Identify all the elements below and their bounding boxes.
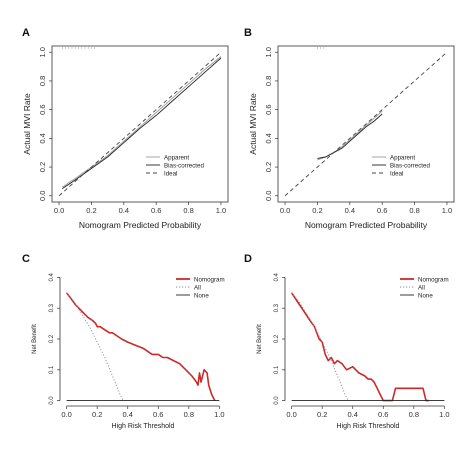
x-tick-label: 0.4 <box>345 206 355 215</box>
legend-entry: Nomogram <box>418 276 449 283</box>
panel-c: C 0.0 0.2 0.4 0.6 0.8 1.0 0.0 0.1 0.2 0.3 0.4 High R… <box>22 253 225 430</box>
x-tick-label: 0.2 <box>86 206 96 215</box>
x-tick-label: 0.6 <box>153 410 163 419</box>
panel-letter: D <box>244 253 252 265</box>
series-line-all <box>291 292 349 401</box>
x-tick-label: 0.4 <box>348 410 358 419</box>
plot-frame <box>277 45 455 203</box>
x-tick-label: 0.2 <box>312 206 322 215</box>
y-axis-title: Net Benefit <box>32 324 38 354</box>
y-axis-title: Actual MVI Rate <box>248 93 258 155</box>
panel-b: B 0.0 0.2 0.4 0.6 0.8 1.0 0.0 0.2 0.4 0.6 0.8 1.0 Nom… <box>244 27 455 230</box>
panel-letter: A <box>22 27 30 39</box>
x-tick-label: 1.0 <box>442 206 452 215</box>
y-axis-title: Actual MVI Rate <box>22 93 32 155</box>
y-tick-label: 0.3 <box>49 303 55 312</box>
x-axis-title: Nomogram Predicted Probability <box>79 220 202 230</box>
x-tick-label: 0.6 <box>377 206 387 215</box>
x-tick-label: 0.2 <box>317 410 327 419</box>
y-tick-label: 0.4 <box>38 133 47 143</box>
x-tick-label: 0.4 <box>119 206 129 215</box>
y-tick-label: 0.4 <box>274 273 280 282</box>
x-tick-label: 0.2 <box>92 410 102 419</box>
x-tick-label: 0.6 <box>151 206 161 215</box>
plot-frame <box>51 45 229 203</box>
series-line-ideal <box>284 51 448 197</box>
y-tick-label: 0.4 <box>264 133 273 143</box>
y-tick-label: 0.1 <box>49 365 55 374</box>
x-tick-label: 0.0 <box>286 410 296 419</box>
x-axis-title: Nomogram Predicted Probability <box>305 220 428 230</box>
y-tick-label: 0.6 <box>38 104 47 114</box>
y-tick-label: 0.6 <box>264 104 273 114</box>
legend-entry: None <box>194 292 209 299</box>
y-tick-label: 0.0 <box>49 396 55 405</box>
y-tick-label: 0.8 <box>38 76 47 86</box>
series-line-apparent <box>62 56 222 188</box>
series-line-ideal <box>58 51 222 197</box>
y-tick-label: 0.0 <box>264 191 273 201</box>
series-line-apparent <box>317 110 383 161</box>
series-line-all <box>66 292 124 401</box>
x-tick-label: 0.0 <box>61 410 71 419</box>
y-tick-label: 0.0 <box>38 191 47 201</box>
series-line-nomogram <box>290 292 430 402</box>
x-tick-label: 0.6 <box>378 410 388 419</box>
x-tick-label: 0.0 <box>280 206 290 215</box>
y-tick-label: 0.2 <box>274 334 280 343</box>
x-tick-label: 0.8 <box>409 206 419 215</box>
y-tick-label: 0.2 <box>38 162 47 172</box>
x-tick-label: 0.0 <box>54 206 64 215</box>
legend-entry: Nomogram <box>194 276 225 283</box>
y-tick-label: 0.3 <box>274 303 280 312</box>
y-tick-label: 0.0 <box>274 396 280 405</box>
x-tick-label: 1.0 <box>439 410 449 419</box>
panel-letter: C <box>22 253 30 265</box>
series-line-nomogram <box>65 292 216 401</box>
y-tick-label: 1.0 <box>38 47 47 57</box>
x-tick-label: 0.8 <box>409 410 419 419</box>
legend-entry: Ideal <box>390 170 403 177</box>
y-tick-label: 0.4 <box>49 273 55 282</box>
legend-entry: None <box>418 292 433 299</box>
y-tick-label: 0.2 <box>264 162 273 172</box>
x-tick-label: 0.8 <box>184 410 194 419</box>
legend-entry: Apparent <box>164 154 189 161</box>
x-axis-title: High Risk Threshold <box>337 423 400 430</box>
y-axis-title: Net Benefit <box>257 324 263 354</box>
x-tick-label: 0.8 <box>183 206 193 215</box>
x-tick-label: 0.4 <box>123 410 133 419</box>
series-line-bias-corrected <box>317 113 383 159</box>
legend-entry: Apparent <box>390 154 415 161</box>
legend-entry: All <box>194 284 201 291</box>
panel-d: D 0.0 0.2 0.4 0.6 0.8 1.0 0.0 0.1 0.2 0.3 0.4 High R… <box>244 253 450 430</box>
y-tick-label: 1.0 <box>264 47 273 57</box>
legend-entry: Bias-corrected <box>390 162 430 169</box>
x-axis-title: High Risk Threshold <box>112 423 175 430</box>
panel-letter: B <box>244 27 252 39</box>
legend-entry: Ideal <box>164 170 177 177</box>
y-tick-label: 0.1 <box>274 365 280 374</box>
panel-a: A 0.0 0.2 0.4 0.6 0.8 1.0 0.0 0.2 0.4 0.6 0.8 1.0 Nom… <box>22 27 229 230</box>
x-tick-label: 1.0 <box>214 410 224 419</box>
y-tick-label: 0.8 <box>264 76 273 86</box>
legend-entry: All <box>418 284 425 291</box>
y-tick-label: 0.2 <box>49 334 55 343</box>
x-tick-label: 1.0 <box>216 206 226 215</box>
legend-entry: Bias-corrected <box>164 162 204 169</box>
